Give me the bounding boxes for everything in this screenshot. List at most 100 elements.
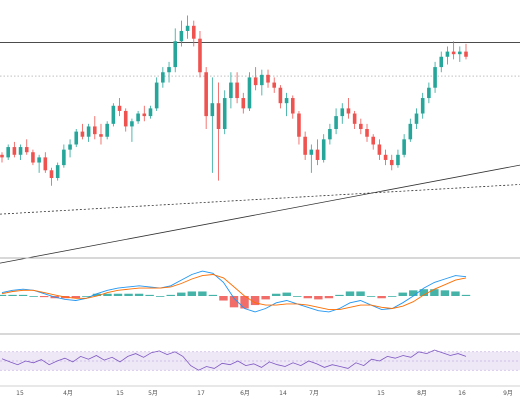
candle-body	[123, 110, 128, 127]
candle-body	[272, 82, 277, 88]
candle-body	[0, 154, 4, 158]
candle-body	[241, 98, 246, 109]
candle-body	[352, 113, 357, 124]
macd-histogram-bar	[324, 296, 334, 299]
candle-body	[142, 113, 147, 117]
macd-histogram-bar	[82, 296, 91, 297]
macd-histogram-bar	[187, 291, 197, 296]
candle-body	[93, 126, 97, 135]
candle-body	[204, 72, 208, 117]
candle-body	[359, 123, 363, 129]
candle-body	[414, 113, 419, 124]
x-tick-label: 9月	[503, 390, 513, 397]
candle-body	[62, 149, 66, 166]
macd-histogram-bar	[113, 293, 123, 296]
macd-histogram-bar	[124, 293, 133, 296]
candle-body	[396, 154, 400, 166]
candle-body	[420, 98, 425, 114]
x-tick-label: 5月	[148, 390, 158, 397]
candle-body	[49, 170, 54, 179]
macd-histogram-bar	[71, 296, 81, 299]
macd-histogram-bar	[145, 294, 154, 296]
x-tick-label: 15	[116, 390, 124, 397]
candle-body	[321, 139, 326, 160]
candle-body	[161, 72, 165, 83]
candle-body	[433, 67, 437, 88]
x-tick-label: 15	[16, 390, 24, 397]
macd-histogram-bar	[271, 293, 281, 296]
macd-histogram-bar	[387, 296, 397, 297]
candle-body	[130, 121, 134, 127]
macd-histogram-bar	[29, 296, 38, 297]
macd-histogram-bar	[240, 296, 249, 309]
macd-line	[1, 270, 467, 313]
candle-body	[74, 131, 79, 145]
x-tick-label: 6月	[240, 390, 250, 397]
trendline-rising-dotted-trend	[0, 184, 520, 215]
candle-body	[365, 129, 369, 137]
macd-histogram-bar	[419, 289, 429, 296]
macd-histogram-bar	[314, 296, 323, 300]
candle-body	[154, 82, 159, 109]
macd-histogram-bar	[18, 294, 28, 296]
macd-histogram-bar	[398, 292, 407, 296]
macd-histogram-bar	[345, 291, 355, 296]
macd-histogram-bar	[208, 294, 218, 296]
macd-histogram-bar	[0, 294, 7, 296]
rsi-line	[1, 349, 467, 371]
candle-body	[408, 123, 413, 140]
candle-body	[377, 144, 382, 155]
x-tick-label: 17	[197, 390, 205, 397]
macd-histogram-bar	[440, 290, 450, 296]
macd-histogram-bar	[39, 296, 49, 298]
candle-body	[427, 87, 431, 99]
macd-histogram-bar	[250, 296, 260, 306]
candle-body	[167, 67, 171, 73]
candle-body	[451, 51, 456, 55]
candle-body	[191, 25, 196, 39]
candle-body	[117, 105, 122, 111]
macd-histogram-bar	[177, 292, 186, 296]
candle-body	[12, 147, 17, 155]
candle-body	[55, 165, 60, 179]
candle-body	[445, 51, 450, 57]
candle-body	[439, 56, 444, 68]
candle-body	[31, 152, 35, 163]
candle-body	[37, 157, 41, 163]
candle-body	[389, 159, 394, 166]
candle-body	[278, 87, 283, 104]
candle-body	[290, 98, 295, 114]
candle-body	[18, 147, 23, 155]
candle-body	[334, 116, 338, 129]
candle-body	[253, 77, 258, 86]
candle-body	[309, 149, 314, 155]
candle-body	[99, 134, 103, 137]
x-tick-label: 16	[458, 390, 466, 397]
signal-line	[1, 274, 467, 311]
macd-histogram-bar	[92, 293, 102, 296]
candle-body	[235, 82, 239, 99]
macd-histogram-bar	[219, 296, 228, 301]
x-tick-label: 15	[377, 390, 385, 397]
candle-body	[210, 103, 215, 117]
candle-body	[80, 131, 85, 137]
candle-body	[297, 113, 301, 137]
candle-body	[86, 126, 91, 137]
x-tick-label: 7月	[309, 390, 319, 397]
candle-body	[260, 74, 264, 86]
candle-body	[402, 139, 406, 155]
macd-panel	[0, 270, 471, 313]
macd-histogram-bar	[377, 296, 386, 299]
candle-body	[303, 136, 307, 155]
candle-body	[173, 41, 178, 68]
candle-body	[136, 113, 140, 122]
candle-body	[216, 103, 221, 129]
candle-body	[266, 74, 270, 83]
macd-histogram-bar	[166, 294, 175, 296]
x-tick-label: 4月	[63, 390, 73, 397]
candle-body	[24, 147, 29, 153]
candle-body	[340, 108, 345, 117]
macd-histogram-bar	[335, 294, 344, 296]
macd-histogram-bar	[134, 293, 144, 296]
candle-body	[328, 129, 332, 140]
